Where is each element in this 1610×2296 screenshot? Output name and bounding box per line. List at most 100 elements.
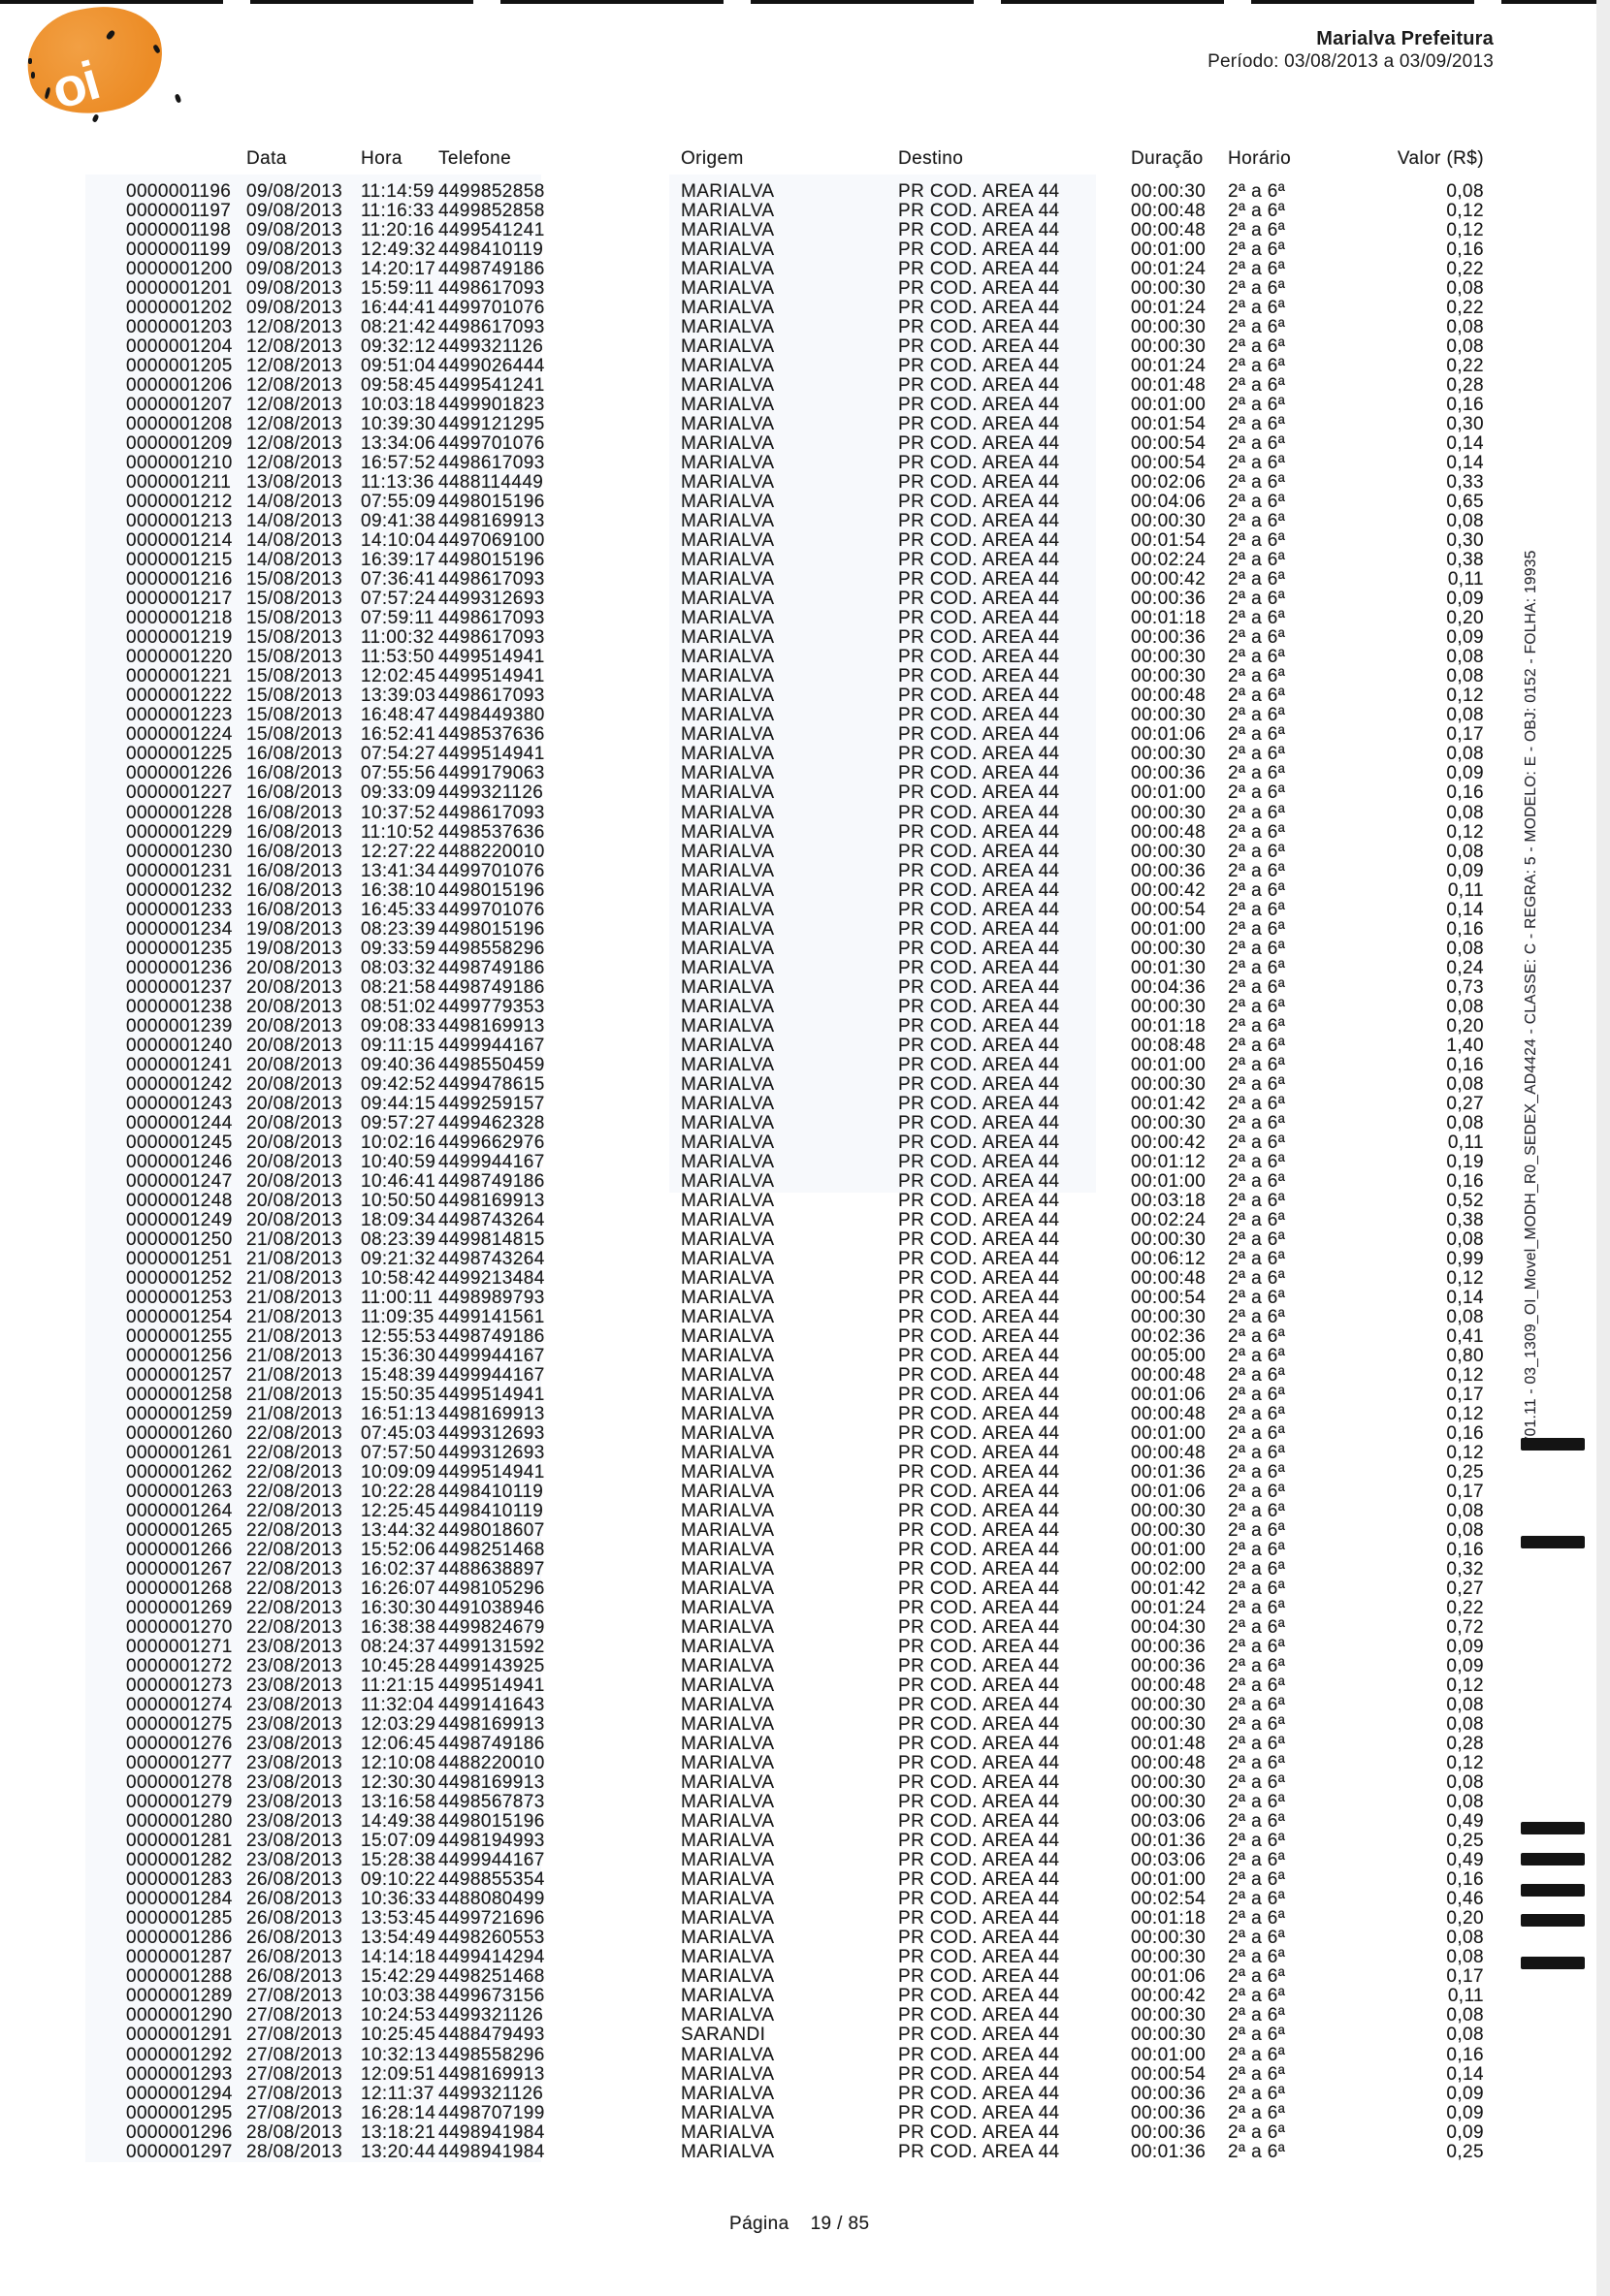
cell-schedule: 2ª a 6ª <box>1228 336 1286 358</box>
column-header-value: Valor (R$) <box>1397 148 1484 169</box>
cell-id: 0000001262 <box>126 1462 233 1483</box>
cell-value: 0,16 <box>1446 239 1484 261</box>
cell-duration: 00:02:36 <box>1131 1325 1207 1347</box>
cell-origin: MARIALVA <box>681 2141 775 2162</box>
cell-time: 10:58:42 <box>361 1267 436 1289</box>
cell-date: 20/08/2013 <box>246 1170 343 1192</box>
cell-phone: 4498015196 <box>438 879 545 901</box>
cell-date: 23/08/2013 <box>246 1811 343 1833</box>
column-header-schedule: Horário <box>1228 148 1292 169</box>
cell-duration: 00:03:06 <box>1131 1850 1207 1871</box>
cell-schedule: 2ª a 6ª <box>1228 1151 1286 1172</box>
table-row: 0000001216 15/08/2013 07:36:41 4498617093 MA… <box>0 570 1610 590</box>
cell-time: 09:21:32 <box>361 1248 436 1269</box>
cell-origin: MARIALVA <box>681 1772 775 1794</box>
cell-duration: 00:01:54 <box>1131 414 1207 435</box>
table-row: 0000001222 15/08/2013 13:39:03 4498617093 MA… <box>0 686 1610 706</box>
cell-time: 13:41:34 <box>361 860 436 881</box>
table-row: 0000001265 22/08/2013 13:44:32 4498018607 MA… <box>0 1521 1610 1541</box>
cell-value: 0,72 <box>1446 1617 1484 1639</box>
cell-date: 16/08/2013 <box>246 841 343 862</box>
cell-phone: 4498617093 <box>438 608 545 629</box>
cell-time: 09:51:04 <box>361 356 436 377</box>
table-row: 0000001253 21/08/2013 11:00:11 4498989793 MA… <box>0 1287 1610 1308</box>
cell-origin: MARIALVA <box>681 744 775 765</box>
cell-time: 07:57:24 <box>361 589 436 610</box>
cell-origin: MARIALVA <box>681 782 775 804</box>
cell-time: 11:09:35 <box>361 1306 435 1327</box>
cell-id: 0000001287 <box>126 1947 233 1968</box>
cell-duration: 00:01:18 <box>1131 608 1207 629</box>
cell-phone: 4498749186 <box>438 976 545 998</box>
cell-phone: 4488080499 <box>438 1889 545 1910</box>
cell-phone: 4499824679 <box>438 1617 545 1639</box>
cell-phone: 4499514941 <box>438 1462 545 1483</box>
cell-schedule: 2ª a 6ª <box>1228 1035 1286 1056</box>
cell-time: 12:11:37 <box>361 2083 435 2104</box>
cell-date: 23/08/2013 <box>246 1675 343 1697</box>
cell-schedule: 2ª a 6ª <box>1228 1482 1286 1503</box>
cell-id: 0000001254 <box>126 1306 233 1327</box>
cell-destination: PR COD. AREA 44 <box>898 1869 1060 1891</box>
cell-date: 12/08/2013 <box>246 414 343 435</box>
cell-destination: PR COD. AREA 44 <box>898 1753 1060 1774</box>
cell-destination: PR COD. AREA 44 <box>898 2121 1060 2143</box>
table-row: 0000001196 09/08/2013 11:14:59 4499852858 MA… <box>0 182 1610 202</box>
cell-time: 10:32:13 <box>361 2044 436 2065</box>
cell-schedule: 2ª a 6ª <box>1228 356 1286 377</box>
scan-speck <box>174 93 182 104</box>
cell-id: 0000001285 <box>126 1908 233 1929</box>
cell-phone: 4499901823 <box>438 395 545 416</box>
cell-time: 15:50:35 <box>361 1384 436 1405</box>
cell-phone: 4499541241 <box>438 220 545 241</box>
cell-origin: MARIALVA <box>681 1228 775 1250</box>
cell-value: 0,65 <box>1446 492 1484 513</box>
cell-origin: MARIALVA <box>681 1073 775 1095</box>
cell-schedule: 2ª a 6ª <box>1228 1889 1286 1910</box>
table-row: 0000001221 15/08/2013 12:02:45 4499514941 MA… <box>0 667 1610 686</box>
cell-origin: MARIALVA <box>681 298 775 319</box>
cell-origin: MARIALVA <box>681 918 775 940</box>
cell-date: 22/08/2013 <box>246 1540 343 1561</box>
cell-origin: MARIALVA <box>681 433 775 455</box>
cell-id: 0000001224 <box>126 724 233 746</box>
cell-date: 20/08/2013 <box>246 1054 343 1075</box>
cell-origin: MARIALVA <box>681 1850 775 1871</box>
cell-id: 0000001238 <box>126 996 233 1017</box>
table-row: 0000001213 14/08/2013 09:41:38 4498169913 MA… <box>0 512 1610 531</box>
cell-time: 10:09:09 <box>361 1462 436 1483</box>
cell-date: 22/08/2013 <box>246 1617 343 1639</box>
cell-value: 0,08 <box>1446 2025 1484 2046</box>
cell-duration: 00:00:30 <box>1131 336 1207 358</box>
cell-duration: 00:00:30 <box>1131 841 1207 862</box>
cell-origin: MARIALVA <box>681 220 775 241</box>
cell-origin: MARIALVA <box>681 686 775 707</box>
cell-date: 12/08/2013 <box>246 356 343 377</box>
cell-date: 22/08/2013 <box>246 1501 343 1522</box>
cell-value: 0,08 <box>1446 647 1484 668</box>
cell-value: 0,30 <box>1446 414 1484 435</box>
cell-duration: 00:01:18 <box>1131 1908 1207 1929</box>
cell-destination: PR COD. AREA 44 <box>898 433 1060 455</box>
cell-id: 0000001228 <box>126 802 233 823</box>
cell-date: 21/08/2013 <box>246 1228 343 1250</box>
cell-schedule: 2ª a 6ª <box>1228 530 1286 552</box>
table-row: 0000001271 23/08/2013 08:24:37 4499131592 MA… <box>0 1638 1610 1657</box>
cell-duration: 00:01:42 <box>1131 1093 1207 1114</box>
cell-destination: PR COD. AREA 44 <box>898 1520 1060 1542</box>
cell-schedule: 2ª a 6ª <box>1228 2044 1286 2065</box>
cell-schedule: 2ª a 6ª <box>1228 2102 1286 2123</box>
table-row: 0000001242 20/08/2013 09:42:52 4499478615 MA… <box>0 1073 1610 1095</box>
cell-value: 0,17 <box>1446 1482 1484 1503</box>
cell-phone: 4499312693 <box>438 1423 545 1444</box>
cell-schedule: 2ª a 6ª <box>1228 1423 1286 1444</box>
cell-duration: 00:00:48 <box>1131 1364 1207 1386</box>
cell-destination: PR COD. AREA 44 <box>898 686 1060 707</box>
table-row: 0000001238 20/08/2013 08:51:02 4499779353 MA… <box>0 996 1610 1017</box>
cell-date: 20/08/2013 <box>246 1132 343 1153</box>
cell-time: 13:53:45 <box>361 1908 436 1929</box>
cell-id: 0000001253 <box>126 1287 233 1308</box>
table-row: 0000001292 27/08/2013 10:32:13 4498558296 MA… <box>0 2044 1610 2065</box>
cell-time: 08:03:32 <box>361 957 436 978</box>
cell-value: 0,27 <box>1446 1578 1484 1600</box>
